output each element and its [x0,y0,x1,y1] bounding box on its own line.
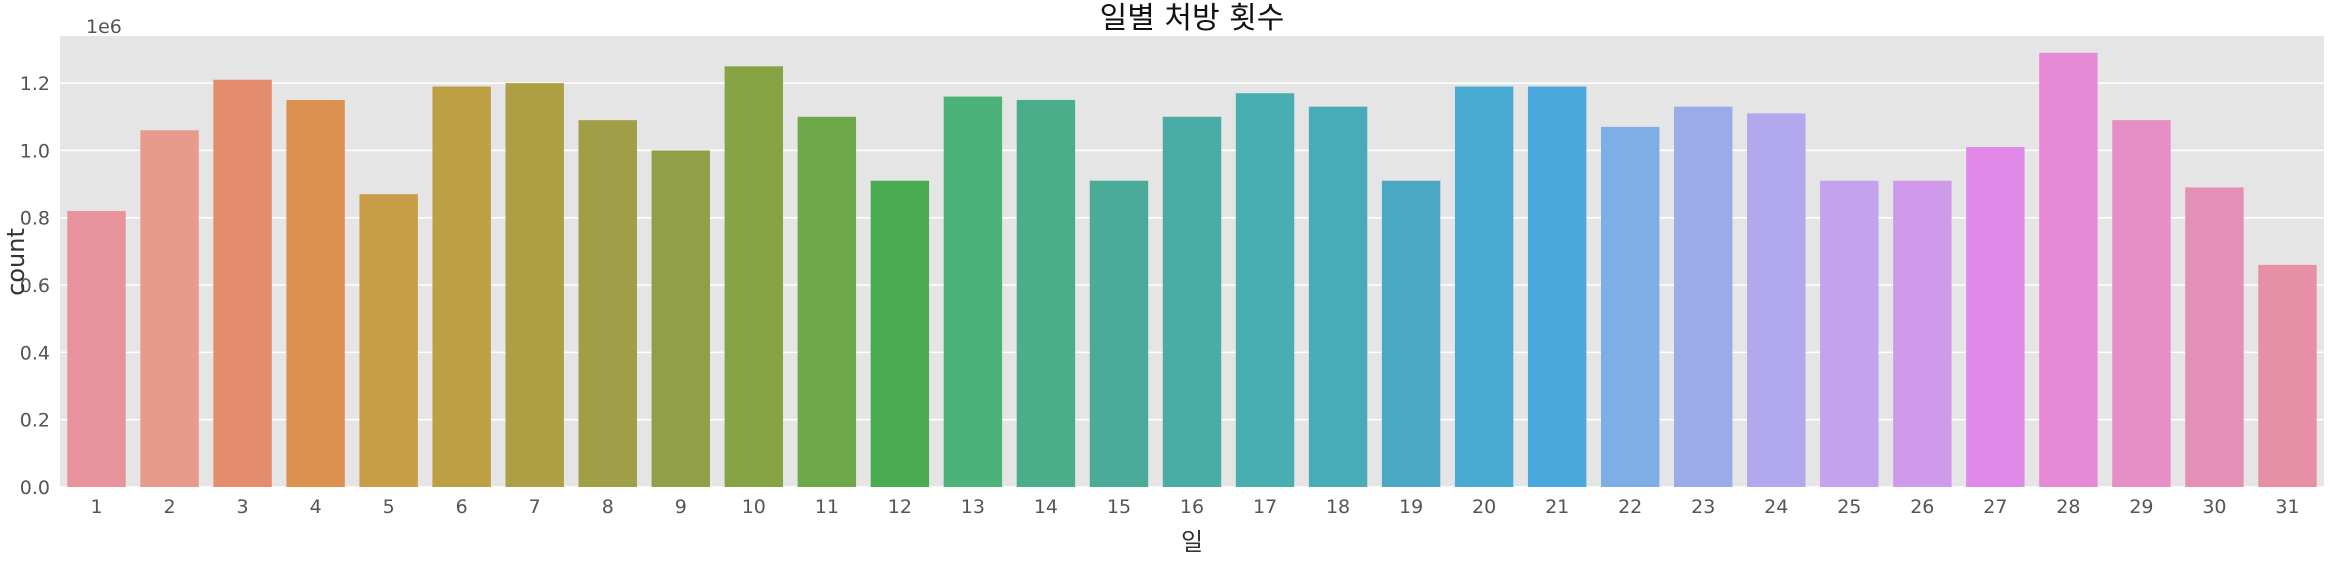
bar-day-29 [2112,120,2171,488]
bar-day-20 [1454,86,1514,487]
x-tick-label: 7 [529,496,541,518]
bar-day-22 [1600,126,1660,487]
x-axis-label: 일 [1181,528,1203,556]
x-tick-label: 3 [237,496,249,518]
bar-day-15 [1089,180,1149,487]
x-tick-label: 27 [1983,496,2007,518]
bar-day-4 [286,99,345,488]
x-tick-label: 1 [90,496,102,518]
bar-day-11 [797,116,857,487]
x-tick-label: 4 [310,496,322,518]
bar-day-21 [1527,86,1587,487]
bar-day-24 [1747,113,1806,487]
bar-day-28 [2039,52,2098,487]
y-tick-label: 0.2 [20,410,50,432]
x-axis-ticks: 1 2 3 4 5 6 7 8 9 10 11 12 13 14 15 16 17 18 19 20 21 22 23 24 2… [90,496,2299,518]
bars [67,52,2317,488]
y-tick-label: 0.4 [20,342,50,364]
bar-day-23 [1674,106,1733,487]
bar-day-12 [870,180,930,487]
x-tick-label: 26 [1910,496,1934,518]
bar-day-8 [578,120,637,488]
x-tick-label: 6 [456,496,468,518]
x-tick-label: 20 [1472,496,1496,518]
bar-day-2 [140,130,199,487]
x-tick-label: 15 [1107,496,1131,518]
bar-day-10 [724,66,784,487]
bar-day-25 [1820,180,1879,487]
x-tick-label: 9 [675,496,687,518]
y-tick-label: 1.2 [20,73,50,95]
bar-day-18 [1308,106,1368,487]
x-tick-label: 16 [1180,496,1204,518]
x-tick-label: 11 [815,496,839,518]
x-tick-label: 21 [1545,496,1569,518]
x-tick-label: 17 [1253,496,1277,518]
bar-day-9 [651,150,710,487]
x-tick-label: 30 [2202,496,2226,518]
bar-day-6 [432,86,491,487]
y-tick-label: 0.0 [20,477,50,499]
y-tick-label: 0.6 [20,275,50,297]
bar-day-13 [943,96,1003,487]
bar-day-17 [1235,93,1295,487]
y-axis-ticks: 0.0 0.2 0.4 0.6 0.8 1.0 1.2 [20,73,50,499]
bar-day-27 [1966,147,2025,487]
x-tick-label: 25 [1837,496,1861,518]
chart-title: 일별 처방 횟수 [1100,1,1285,36]
y-scale-offset: 1e6 [86,16,122,38]
y-tick-label: 1.0 [20,140,50,162]
x-tick-label: 14 [1034,496,1058,518]
bar-day-7 [505,83,564,488]
bar-day-14 [1016,99,1076,488]
bar-day-1 [67,211,126,487]
x-tick-label: 31 [2275,496,2299,518]
y-axis-label: count [2,228,30,296]
x-tick-label: 22 [1618,496,1642,518]
x-tick-label: 18 [1326,496,1350,518]
bar-day-30 [2185,187,2244,487]
bar-day-16 [1162,116,1222,487]
x-tick-label: 29 [2129,496,2153,518]
x-tick-label: 19 [1399,496,1423,518]
bar-day-5 [359,194,418,487]
x-tick-label: 5 [383,496,395,518]
x-tick-label: 2 [164,496,176,518]
bar-day-31 [2258,264,2317,487]
bar-day-19 [1381,180,1441,487]
x-tick-label: 8 [602,496,614,518]
x-tick-label: 13 [961,496,985,518]
x-tick-label: 28 [2056,496,2080,518]
bar-day-3 [213,79,272,488]
x-tick-label: 10 [742,496,766,518]
bar-day-26 [1893,180,1952,487]
x-tick-label: 12 [888,496,912,518]
y-tick-label: 0.8 [20,208,50,230]
x-tick-label: 23 [1691,496,1715,518]
x-tick-label: 24 [1764,496,1788,518]
